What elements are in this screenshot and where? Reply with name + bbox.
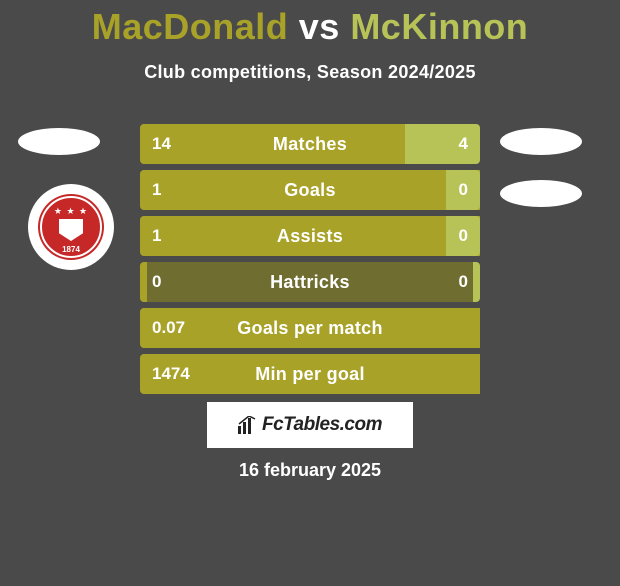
club-badge-year: 1874	[38, 245, 104, 254]
player2-headshot-placeholder	[500, 128, 582, 155]
stat-label: Goals	[140, 170, 480, 210]
stat-value-left: 0.07	[152, 308, 185, 348]
stat-row: Goals per match0.07	[140, 308, 480, 348]
stat-label: Hattricks	[140, 262, 480, 302]
stat-value-right: 0	[459, 216, 468, 256]
stat-value-left: 1	[152, 170, 161, 210]
stat-row: Goals1 0	[140, 170, 480, 210]
stat-row: Matches14 4	[140, 124, 480, 164]
vs-text: vs	[299, 6, 340, 47]
stat-value-left: 1474	[152, 354, 190, 394]
snapshot-date: 16 february 2025	[0, 460, 620, 481]
club-badge-inner: ★ ★ ★ 1874	[38, 194, 104, 260]
player1-name: MacDonald	[92, 6, 289, 47]
stat-label: Assists	[140, 216, 480, 256]
player1-headshot-placeholder	[18, 128, 100, 155]
stat-value-right: 0	[459, 170, 468, 210]
stat-row: Assists1 0	[140, 216, 480, 256]
club-badge-stars: ★ ★ ★	[38, 206, 104, 217]
player2-club-placeholder	[500, 180, 582, 207]
stat-value-right: 4	[459, 124, 468, 164]
season-subtitle: Club competitions, Season 2024/2025	[0, 62, 620, 83]
player2-name: McKinnon	[350, 6, 528, 47]
stat-label: Min per goal	[140, 354, 480, 394]
stat-value-left: 1	[152, 216, 161, 256]
stat-value-left: 14	[152, 124, 171, 164]
comparison-title: MacDonald vs McKinnon	[0, 6, 620, 48]
chart-icon	[238, 416, 258, 434]
stat-row: Min per goal1474	[140, 354, 480, 394]
player1-club-badge: ★ ★ ★ 1874	[28, 184, 114, 270]
stat-label: Goals per match	[140, 308, 480, 348]
stat-value-right: 0	[459, 262, 468, 302]
fctables-text: FcTables.com	[262, 414, 382, 436]
stat-value-left: 0	[152, 262, 161, 302]
fctables-watermark: FcTables.com	[207, 402, 413, 448]
stat-label: Matches	[140, 124, 480, 164]
comparison-chart: Matches144Goals10Assists10Hattricks00Goa…	[140, 124, 480, 400]
stat-row: Hattricks0 0	[140, 262, 480, 302]
